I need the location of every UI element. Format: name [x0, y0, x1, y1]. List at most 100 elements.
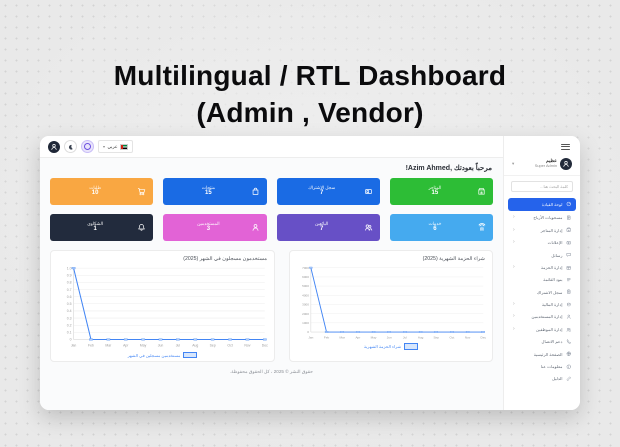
user-icon — [566, 314, 572, 320]
sidebar-item[interactable]: سجل الاشتراك — [508, 286, 576, 298]
svg-text:Oct: Oct — [227, 344, 232, 348]
language-selected: عربي — [107, 143, 118, 149]
flag-icon — [119, 143, 128, 150]
sidebar-item-label: بنود القائمة — [543, 277, 563, 283]
top-navbar: عربي ▾ — [40, 136, 503, 158]
stat-card[interactable]: خدمات 6 — [389, 214, 493, 241]
sidebar-item-label: إدارة المستخدمين — [531, 314, 563, 320]
user-icon — [251, 223, 260, 232]
chat-icon — [566, 252, 572, 258]
list-icon — [566, 277, 572, 283]
stat-card-value: 7 — [319, 226, 324, 233]
profile-role: Super Admin — [534, 163, 557, 169]
sidebar-item[interactable]: إدارة المتاجر ‹ — [508, 224, 576, 236]
chevron-left-icon: ‹ — [513, 239, 515, 246]
main-column: عربي ▾ مرحباً بعودتك ,Azim Ahmed! المتاج… — [40, 136, 503, 410]
chevron-down-icon: ▾ — [103, 144, 106, 149]
svg-text:0.5: 0.5 — [67, 302, 72, 306]
stat-card[interactable]: المستخدمين 3 — [163, 214, 267, 241]
footer-copyright: حقوق النشر © 2025 ، كل الحقوق محفوظة. — [230, 369, 313, 375]
sidebar-profile[interactable]: عظيم Super Admin ▾ — [504, 155, 580, 176]
chevron-down-icon: ▾ — [512, 160, 515, 166]
svg-text:5000: 5000 — [302, 284, 309, 288]
sidebar-item[interactable]: دعم الاتصال — [508, 336, 576, 348]
stat-card[interactable]: منتجات 15 — [163, 178, 267, 205]
stat-card-value: 7 — [319, 190, 324, 197]
page-title-line1: Multilingual / RTL Dashboard — [113, 59, 507, 91]
chart-legend[interactable]: شراء الحزمة الشهرية — [295, 343, 487, 350]
svg-text:Sep: Sep — [434, 336, 440, 340]
sidebar-item-label: إدارة الحزمة — [540, 264, 563, 270]
sidebar-item-label: إدارة المالية — [542, 302, 563, 308]
stat-card-value: 15 — [205, 190, 212, 197]
svg-text:0.9: 0.9 — [67, 274, 72, 278]
stat-card[interactable]: الشكاوى 1 — [50, 214, 154, 241]
svg-text:0.8: 0.8 — [67, 281, 72, 285]
store-icon — [566, 227, 572, 233]
stat-card[interactable]: المتاجر 15 — [389, 178, 493, 205]
hand-signal-icon — [477, 223, 486, 232]
sidebar-item[interactable]: معلومات عنا — [508, 360, 576, 372]
svg-text:2000: 2000 — [302, 312, 309, 316]
svg-text:Feb: Feb — [88, 344, 94, 348]
line-chart: 0 0.1 0.2 0.3 0.4 0.5 0.6 0.7 0.8 0.9 1.0 Jan Feb Mar… — [67, 266, 268, 348]
stat-card-label: الشكاوى — [87, 220, 104, 226]
moon-icon[interactable] — [64, 140, 77, 153]
chart-legend[interactable]: مستخدمين مسجلين في الشهر — [56, 351, 269, 359]
sidebar-item[interactable]: إدارة المالية ‹ — [508, 298, 576, 310]
stat-card[interactable]: سجل الاشتراك 7 — [276, 178, 380, 205]
page-title: Multilingual / RTL Dashboard (Admin , Ve… — [0, 57, 620, 131]
clipboard-icon — [566, 289, 572, 295]
sidebar-item[interactable]: مسحوبات الأرباح ‹ — [508, 212, 576, 224]
line-chart: 0 1000 2000 3000 4000 5000 6000 7000 Jan Feb Mar Ap… — [302, 266, 487, 340]
sidebar-item[interactable]: إدارة الحزمة ‹ — [508, 261, 576, 273]
svg-text:Feb: Feb — [324, 336, 330, 340]
svg-text:May: May — [140, 344, 147, 348]
chevron-left-icon: ‹ — [513, 313, 515, 320]
sidebar-item[interactable]: إدارة المستخدمين ‹ — [508, 311, 576, 323]
phone-icon — [566, 339, 572, 345]
sidebar-item[interactable]: الصفحة الرئيسية — [508, 348, 576, 360]
sidebar-item[interactable]: إدارة الموظفين ‹ — [508, 323, 576, 335]
stat-card-label: المتاجر — [428, 184, 442, 190]
bag-icon — [251, 187, 260, 196]
sidebar-item[interactable]: الدليل — [508, 373, 576, 385]
sidebar-menu: لوحة القيادة مسحوبات الأرباح ‹ إدارة المتاج… — [504, 196, 580, 386]
svg-text:Jul: Jul — [403, 336, 407, 340]
sidebar-item[interactable]: بنود القائمة — [508, 274, 576, 286]
svg-text:4000: 4000 — [302, 293, 309, 297]
user-avatar-icon[interactable] — [48, 140, 60, 153]
stat-card[interactable]: البائعين 7 — [276, 214, 380, 241]
sidebar-item-label: الإعلانات — [547, 240, 563, 246]
svg-text:May: May — [371, 336, 377, 340]
legend-label: شراء الحزمة الشهرية — [363, 344, 402, 350]
welcome-heading: مرحباً بعودتك ,Azim Ahmed! — [405, 165, 492, 172]
stat-cards: المتاجر 15 سجل الاشتراك 7 منتجات 15 طلبات 10 خدم… — [50, 178, 493, 241]
stat-card[interactable]: طلبات 10 — [50, 178, 154, 205]
sidebar-item[interactable]: الإعلانات ‹ — [508, 236, 576, 248]
translate-toggle-icon[interactable] — [81, 140, 94, 153]
svg-text:Oct: Oct — [450, 336, 455, 340]
chart-title: مستخدمون مسجلون في الشهر (2025) — [183, 256, 267, 262]
svg-text:Apr: Apr — [123, 344, 129, 348]
sidebar-item[interactable]: لوحة القيادة — [508, 197, 576, 211]
stat-card-label: طلبات — [89, 184, 101, 190]
sidebar-item[interactable]: رسائل — [508, 249, 576, 261]
sidebar-item-label: الصفحة الرئيسية — [533, 351, 563, 357]
svg-text:Jul: Jul — [176, 344, 181, 348]
hamburger-icon[interactable] — [561, 142, 570, 152]
svg-text:0: 0 — [307, 330, 309, 334]
svg-text:Dec: Dec — [481, 336, 487, 340]
svg-text:0.6: 0.6 — [67, 295, 72, 299]
sidebar-search-input[interactable] — [511, 180, 573, 192]
svg-text:Mar: Mar — [105, 344, 112, 348]
main-content: مرحباً بعودتك ,Azim Ahmed! المتاجر 15 سجل … — [40, 158, 503, 410]
svg-text:Jun: Jun — [387, 336, 392, 340]
sidebar-item-label: الدليل — [552, 376, 563, 382]
language-selector[interactable]: عربي ▾ — [98, 140, 133, 153]
users-icon — [566, 327, 572, 333]
sidebar-item-label: لوحة القيادة — [541, 201, 563, 207]
box-icon — [566, 265, 572, 271]
svg-text:0.4: 0.4 — [67, 309, 72, 313]
